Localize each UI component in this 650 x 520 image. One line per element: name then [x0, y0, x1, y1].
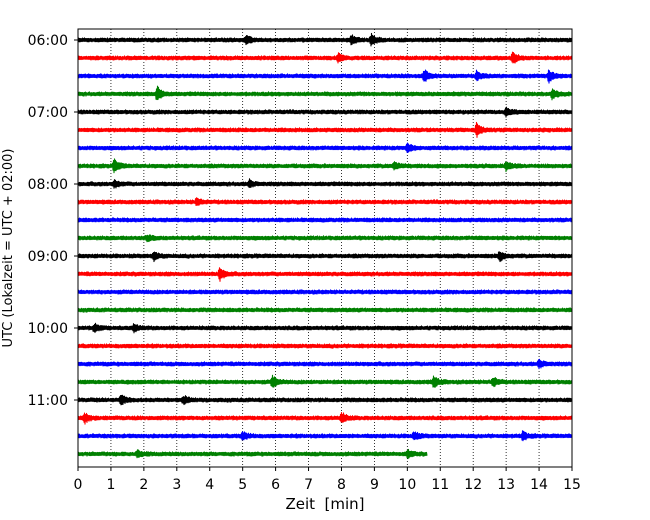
trace-row [77, 251, 573, 263]
x-tick-label: 7 [304, 477, 313, 493]
trace-row [77, 32, 573, 47]
trace-row [77, 412, 573, 425]
trace-row [77, 158, 573, 174]
plot-frame [77, 28, 573, 468]
trace-row [77, 85, 573, 101]
x-tick-label: 13 [497, 477, 515, 493]
trace-row [77, 322, 573, 334]
trace-row [77, 289, 573, 295]
x-tick-label: 3 [172, 477, 181, 493]
x-axis-label: Zeit [min] [285, 495, 364, 513]
trace-row [77, 343, 573, 349]
trace-row [77, 69, 573, 84]
trace-row [77, 358, 573, 370]
trace-row [77, 234, 573, 243]
y-tick-label: 10:00 [28, 321, 68, 337]
x-tick-label: 9 [370, 477, 379, 493]
x-tick-label: 0 [74, 477, 83, 493]
trace-row [77, 394, 573, 406]
plot-area-background [78, 29, 572, 467]
y-axis-label: UTC (Lokalzeit = UTC + 02:00) [1, 149, 16, 348]
trace-row [77, 430, 573, 442]
x-tick-label: 1 [106, 477, 115, 493]
x-tick-label: 10 [398, 477, 416, 493]
y-tick-label: 07:00 [28, 105, 68, 121]
x-tick-label: 12 [464, 477, 482, 493]
y-tick-label: 09:00 [28, 249, 68, 265]
trace-row [77, 106, 573, 118]
x-tick-label: 15 [563, 477, 581, 493]
y-tick-label: 08:00 [28, 177, 68, 193]
y-tick-label: 06:00 [28, 33, 68, 49]
x-axis-ticks: 0 1 2 3 4 5 6 7 8 9 10 11 12 13 14 15 [74, 467, 581, 493]
x-tick-label: 5 [238, 477, 247, 493]
y-tick-label: 11:00 [28, 393, 68, 409]
trace-row [77, 374, 573, 389]
x-tick-label: 8 [337, 477, 346, 493]
traces [77, 32, 573, 460]
x-tick-label: 2 [139, 477, 148, 493]
trace-row [77, 51, 573, 64]
trace-row [77, 217, 573, 223]
x-tick-label: 11 [431, 477, 449, 493]
trace-row [77, 142, 573, 153]
x-tick-label: 6 [271, 477, 280, 493]
trace-row [77, 197, 573, 206]
trace-row [77, 121, 573, 138]
grid-lines [110, 29, 540, 467]
x-tick-label: 14 [530, 477, 548, 493]
trace-row [77, 307, 573, 313]
y-axis-ticks: 06:00 07:00 08:00 09:00 10:00 11:00 [28, 33, 78, 409]
trace-row [77, 448, 428, 460]
trace-row [77, 178, 573, 189]
x-tick-label: 4 [205, 477, 214, 493]
trace-row [77, 267, 573, 282]
